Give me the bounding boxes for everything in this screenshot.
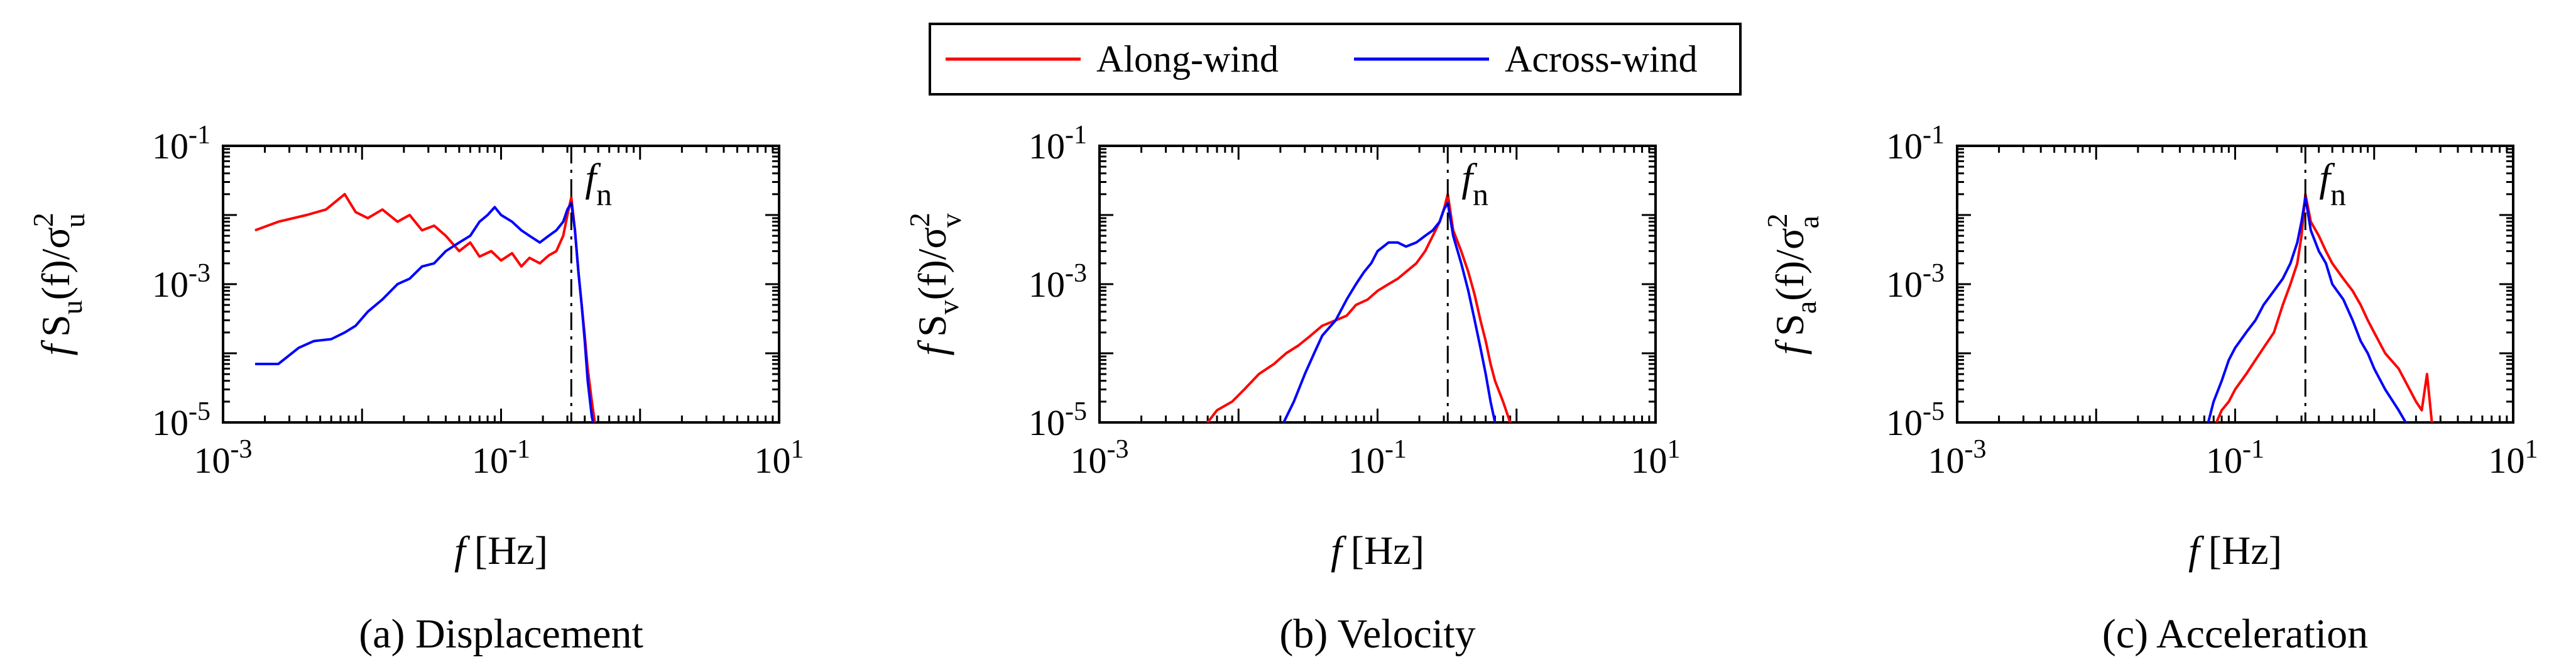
- x-axis-label: f [Hz]: [1331, 528, 1424, 573]
- axis-ticks: [222, 146, 779, 424]
- y-tick-label: 10-1: [1886, 121, 1945, 167]
- plot-area: [1098, 145, 1657, 424]
- series-line-across-wind: [255, 201, 595, 422]
- series-line-along-wind: [2215, 192, 2433, 422]
- x-tick-label: 10-1: [472, 435, 530, 481]
- x-tick-label: 10-3: [1071, 435, 1129, 481]
- natural-frequency-label: fn: [585, 155, 612, 212]
- x-tick-label: 10-3: [1928, 435, 1987, 481]
- panel-caption: (b) Velocity: [1279, 611, 1475, 657]
- legend-label-along-wind: Along-wind: [1096, 38, 1279, 80]
- legend: Along-wind Across-wind: [929, 23, 1742, 96]
- plot-area: [222, 145, 780, 424]
- axis-ticks: [1098, 146, 1656, 424]
- x-axis-label: f [Hz]: [2188, 528, 2282, 573]
- x-tick-label: 10-3: [194, 435, 253, 481]
- y-axis-label: fSu(f)/σ2u: [27, 212, 90, 356]
- y-tick-label: 10-3: [152, 259, 210, 305]
- x-axis-label: f [Hz]: [454, 528, 548, 573]
- series-line-across-wind: [1282, 201, 1497, 422]
- panel-caption: (c) Acceleration: [2102, 611, 2368, 657]
- y-tick-label: 10-1: [152, 121, 210, 167]
- y-tick-label: 10-5: [152, 397, 210, 443]
- series-line-along-wind: [1206, 192, 1512, 422]
- y-tick-label: 10-3: [1029, 259, 1087, 305]
- plot-area: [1956, 145, 2514, 424]
- natural-frequency-label: fn: [1461, 155, 1488, 212]
- y-axis-label: fSa(f)/σ2a: [1761, 213, 1825, 355]
- x-tick-label: 101: [755, 435, 804, 481]
- y-tick-label: 10-5: [1029, 397, 1087, 443]
- legend-label-across-wind: Across-wind: [1505, 38, 1698, 80]
- panel-caption: (a) Displacement: [359, 611, 643, 657]
- y-tick-label: 10-5: [1886, 397, 1945, 443]
- x-tick-label: 101: [1631, 435, 1681, 481]
- x-tick-label: 10-1: [2206, 435, 2264, 481]
- y-tick-label: 10-1: [1029, 121, 1087, 167]
- axis-ticks: [1956, 146, 2513, 424]
- y-tick-label: 10-3: [1886, 259, 1945, 305]
- series-line-across-wind: [2207, 196, 2408, 422]
- x-tick-label: 10-1: [1348, 435, 1407, 481]
- x-tick-label: 101: [2489, 435, 2538, 481]
- y-axis-label: fSv(f)/σ2v: [903, 212, 967, 356]
